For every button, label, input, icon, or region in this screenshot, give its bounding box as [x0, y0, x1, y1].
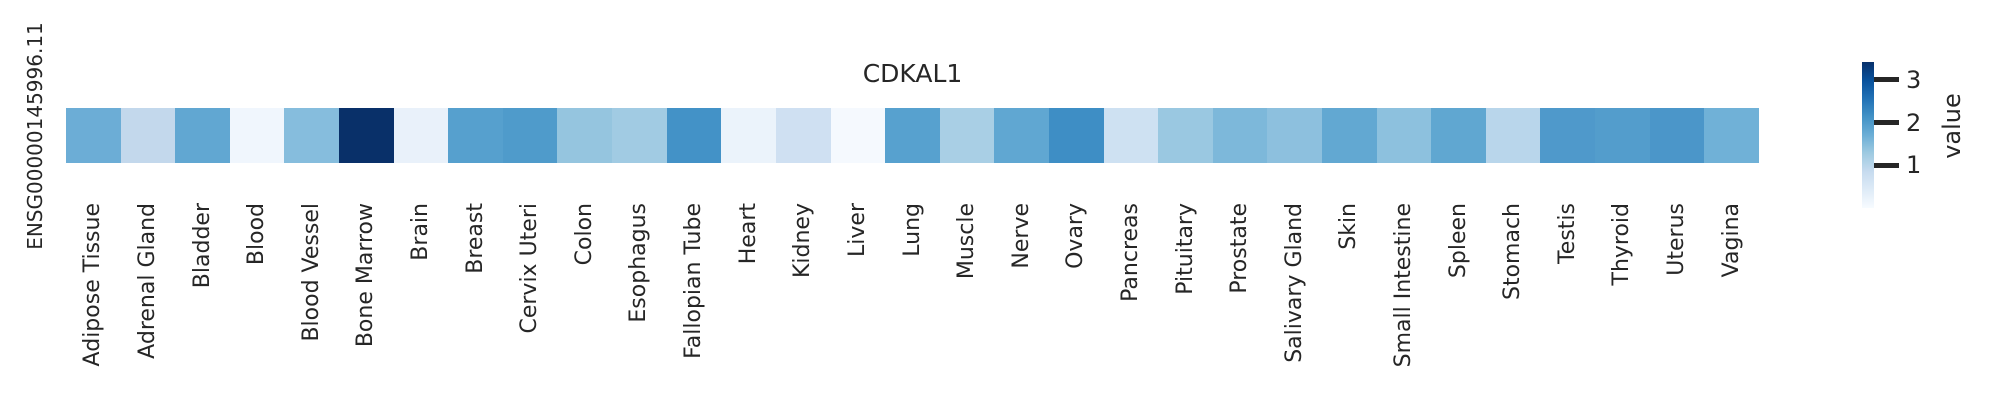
- heatmap-row: [66, 108, 1759, 163]
- heatmap-cell-bladder: [175, 108, 230, 163]
- x-tick-label: Blood: [244, 203, 270, 266]
- heatmap-cell-uterus: [1649, 108, 1705, 163]
- x-tick-label: Spleen: [1445, 203, 1471, 279]
- heatmap-cell-testis: [1540, 108, 1596, 163]
- x-tick-label: Blood Vessel: [298, 203, 324, 342]
- heatmap-cell-vagina: [1704, 108, 1759, 163]
- heatmap-cell-colon: [557, 108, 613, 163]
- heatmap-cell-cervix-uteri: [502, 108, 558, 163]
- heatmap-cell-blood: [229, 108, 285, 163]
- heatmap-cell-heart: [721, 108, 776, 163]
- y-axis-label: ENSG00000145996.11: [23, 22, 47, 250]
- heatmap-cell-adrenal-gland: [120, 108, 176, 163]
- heatmap-cell-pancreas: [1103, 108, 1159, 163]
- x-tick-label: Thyroid: [1609, 203, 1635, 286]
- x-tick-label: Lung: [899, 203, 925, 257]
- colorbar-axis-label: value: [1938, 93, 1966, 159]
- x-tick-label: Salivary Gland: [1281, 203, 1307, 363]
- x-tick-label: Testis: [1554, 203, 1580, 264]
- x-tick-label: Liver: [844, 203, 870, 257]
- x-tick-label: Adrenal Gland: [134, 203, 160, 359]
- x-tick-label: Breast: [462, 203, 488, 274]
- x-tick-label: Bone Marrow: [353, 203, 379, 348]
- x-tick-label: Stomach: [1500, 203, 1526, 301]
- x-tick-label: Muscle: [954, 203, 980, 280]
- colorbar-tick-label: 3: [1906, 65, 1922, 94]
- x-tick-label: Bladder: [189, 203, 215, 289]
- heatmap-cell-kidney: [775, 108, 831, 163]
- colorbar-tick-mark: [1874, 77, 1899, 83]
- colorbar-gradient: [1862, 62, 1874, 208]
- x-tick-label: Colon: [571, 203, 597, 266]
- colorbar-tick-mark: [1874, 120, 1899, 126]
- heatmap-cell-fallopian-tube: [666, 108, 722, 163]
- heatmap-cell-prostate: [1212, 108, 1268, 163]
- x-tick-label: Adipose Tissue: [80, 203, 106, 367]
- x-tick-label: Pituitary: [1172, 203, 1198, 295]
- heatmap-cell-ovary: [1048, 108, 1104, 163]
- heatmap-cell-spleen: [1431, 108, 1486, 163]
- heatmap-cell-skin: [1322, 108, 1377, 163]
- heatmap-cell-adipose-tissue: [66, 108, 121, 163]
- x-tick-label: Uterus: [1664, 203, 1690, 276]
- heatmap-cell-blood-vessel: [284, 108, 340, 163]
- x-tick-label: Prostate: [1227, 203, 1253, 294]
- x-tick-label: Vagina: [1718, 203, 1744, 278]
- heatmap-cell-brain: [393, 108, 449, 163]
- heatmap-cell-stomach: [1485, 108, 1541, 163]
- x-tick-label: Pancreas: [1117, 203, 1143, 302]
- x-tick-label: Brain: [407, 203, 433, 261]
- x-tick-label: Kidney: [790, 203, 816, 279]
- heatmap-cell-liver: [830, 108, 886, 163]
- heatmap-cell-bone-marrow: [339, 108, 394, 163]
- chart-title: CDKAL1: [862, 59, 963, 88]
- heatmap-cell-lung: [885, 108, 940, 163]
- x-tick-label: Heart: [735, 203, 761, 265]
- x-tick-label: Fallopian Tube: [681, 203, 707, 359]
- x-tick-label: Cervix Uteri: [517, 203, 543, 334]
- x-tick-label: Ovary: [1063, 203, 1089, 269]
- colorbar-tick-label: 2: [1906, 108, 1922, 137]
- x-tick-label: Esophagus: [626, 203, 652, 323]
- heatmap-cell-muscle: [939, 108, 995, 163]
- heatmap-cell-nerve: [994, 108, 1049, 163]
- heatmap-cell-esophagus: [612, 108, 667, 163]
- heatmap-cell-thyroid: [1595, 108, 1650, 163]
- heatmap-cell-pituitary: [1158, 108, 1213, 163]
- x-tick-label: Small Intestine: [1391, 203, 1417, 368]
- colorbar-tick-label: 1: [1906, 151, 1922, 180]
- colorbar-tick-mark: [1874, 162, 1899, 168]
- heatmap-cell-salivary-gland: [1267, 108, 1323, 163]
- heatmap-cell-breast: [448, 108, 503, 163]
- x-tick-label: Nerve: [1008, 203, 1034, 269]
- x-tick-label: Skin: [1336, 203, 1362, 250]
- heatmap-cell-small-intestine: [1376, 108, 1432, 163]
